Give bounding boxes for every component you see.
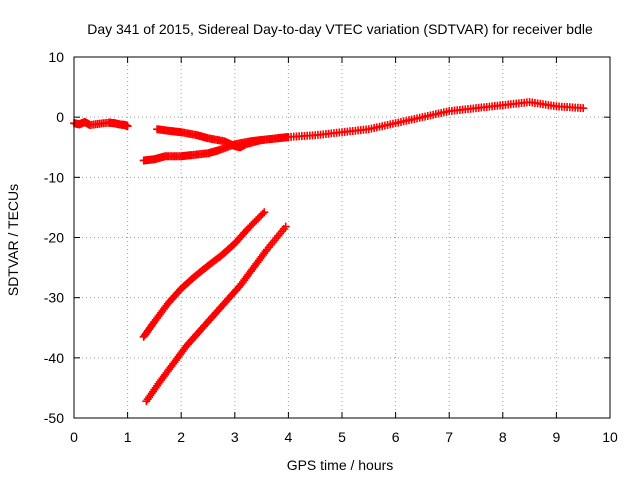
x-tick-label: 6 — [392, 429, 400, 445]
series-arc-b — [139, 98, 588, 165]
x-tick-label: 4 — [285, 429, 293, 445]
data-point — [579, 104, 588, 113]
y-tick-label: -20 — [44, 230, 64, 246]
chart-title: Day 341 of 2015, Sidereal Day-to-day VTE… — [87, 21, 593, 37]
x-tick-label: 8 — [499, 429, 507, 445]
y-tick-label: -10 — [44, 169, 64, 185]
grid — [74, 57, 610, 418]
data-point — [261, 247, 270, 256]
series-arc-c — [153, 125, 293, 152]
data-point — [281, 222, 290, 231]
x-tick-label: 2 — [177, 429, 185, 445]
y-tick-label: 0 — [56, 109, 64, 125]
series-arc-e — [142, 222, 290, 406]
x-tick-label: 7 — [445, 429, 453, 445]
y-tick-label: -30 — [44, 290, 64, 306]
plot-frame — [73, 56, 611, 419]
x-axis-label: GPS time / hours — [287, 457, 394, 473]
data-point — [123, 122, 132, 131]
y-tick-label: -40 — [44, 350, 64, 366]
x-tick-label: 1 — [124, 429, 132, 445]
x-tick-label: 9 — [553, 429, 561, 445]
data-point — [260, 208, 269, 217]
x-tick-label: 10 — [602, 429, 618, 445]
data-point — [258, 209, 267, 218]
y-axis-label: SDTVAR / TECUs — [5, 184, 21, 296]
y-tick-label: 10 — [48, 49, 64, 65]
x-tick-label: 3 — [231, 429, 239, 445]
series-arc-d — [139, 208, 269, 341]
y-tick-label: -50 — [44, 410, 64, 426]
x-tick-label: 0 — [70, 429, 78, 445]
data-points — [70, 98, 588, 406]
axis-ticks: 0 1 2 3 4 5 6 7 8 9 10 10 0 -10 -20 -30 -40 -50 — [44, 49, 618, 445]
series-arc-a — [70, 117, 132, 131]
x-tick-label: 5 — [338, 429, 346, 445]
data-point — [284, 133, 293, 142]
